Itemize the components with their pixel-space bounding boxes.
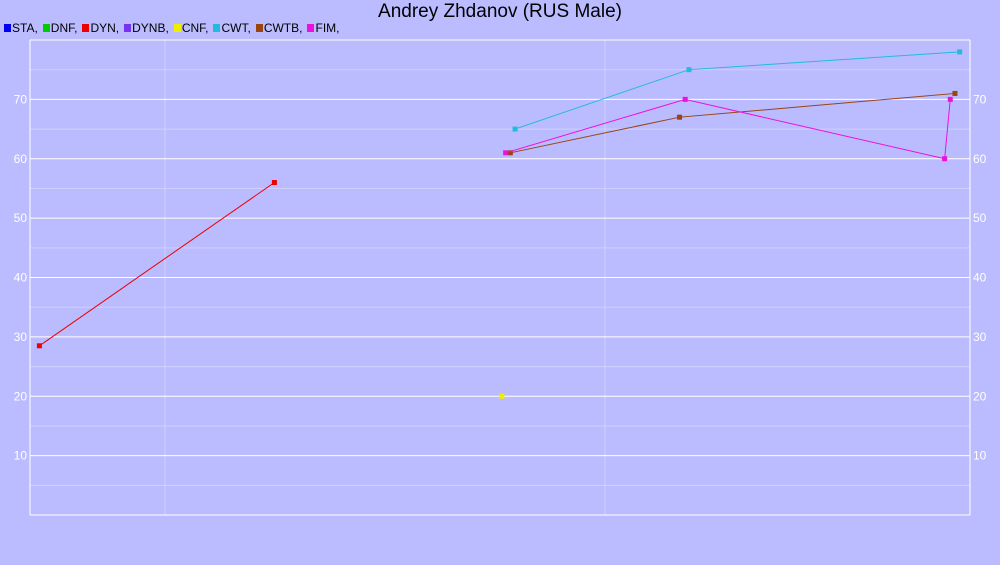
legend-item-sta: STA, [4,21,38,35]
data-point-cwtb [677,114,683,120]
legend-swatch-fim [307,24,315,32]
legend-item-cwt: CWT, [213,21,251,35]
y-tick-label-right: 50 [973,211,987,225]
series-line-dyn [39,182,275,347]
y-tick-label-left: 70 [14,92,28,106]
legend-swatch-cnf [173,24,181,32]
data-point-fim [947,96,953,102]
legend-label-sta: STA, [12,21,38,35]
legend-swatch-cwtb [255,24,263,32]
y-tick-label-right: 70 [973,92,987,106]
data-point-cwt [512,126,518,132]
legend-label-dnf: DNF, [50,21,78,35]
chart-title: Andrey Zhdanov (RUS Male) [378,1,622,22]
data-point-cwt [957,49,963,55]
legend-item-fim: FIM, [307,21,339,35]
legend-item-dynb: DYNB, [124,21,169,35]
series-line-fim [505,98,951,160]
y-tick-label-left: 20 [14,389,28,403]
series-line-cwt [514,51,960,130]
y-tick-label-left: 30 [14,330,28,344]
y-tick-label-left: 60 [14,152,28,166]
chart-legend: STA, DNF, DYN, DYNB, CNF, CWT, CWTB, FIM, [4,21,344,35]
y-tick-label-right: 60 [973,152,987,166]
legend-label-cwt: CWT, [221,21,251,35]
legend-swatch-dynb [124,24,132,32]
data-point-dyn [36,343,42,349]
data-point-fim [503,150,509,156]
legend-item-dyn: DYN, [82,21,119,35]
legend-label-dynb: DYNB, [132,21,169,35]
y-tick-label-left: 50 [14,211,28,225]
y-tick-label-right: 10 [973,449,987,463]
legend-swatch-dyn [82,24,90,32]
data-point-fim [942,156,948,162]
legend-item-cwtb: CWTB, [255,21,303,35]
data-point-cwtb [507,150,513,156]
y-tick-label-left: 10 [14,449,28,463]
legend-swatch-cwt [213,24,221,32]
data-point-cwt [686,67,692,73]
legend-swatch-dnf [42,24,50,32]
data-point-cwtb [952,90,958,96]
data-point-cnf [499,393,505,399]
series-line-cwtb [510,92,956,154]
legend-label-cwtb: CWTB, [263,21,303,35]
data-point-dyn [271,180,277,185]
legend-label-dyn: DYN, [90,21,120,35]
legend-item-cnf: CNF, [173,21,209,35]
y-tick-label-right: 30 [973,330,987,344]
legend-item-dnf: DNF, [42,21,78,35]
data-point-fim [682,96,688,102]
legend-swatch-sta [4,24,11,32]
legend-label-fim: FIM, [315,21,340,35]
y-tick-label-left: 40 [14,271,28,285]
y-tick-label-right: 40 [973,271,987,285]
y-tick-label-right: 20 [973,389,987,403]
legend-label-cnf: CNF, [181,21,209,35]
